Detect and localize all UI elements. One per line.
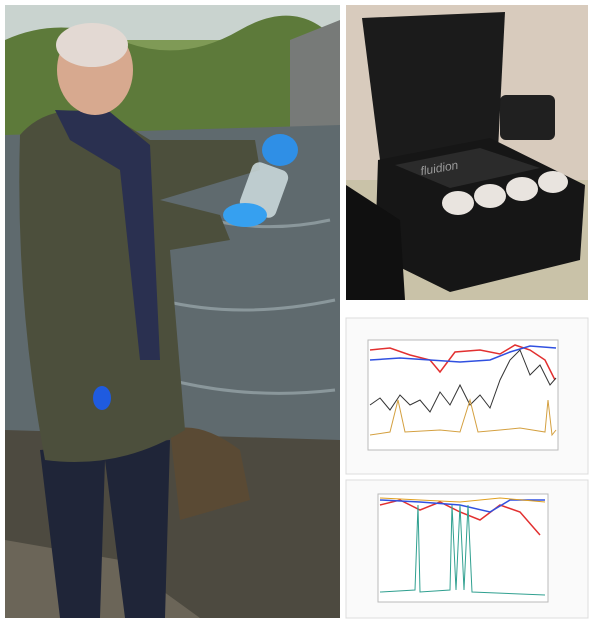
cartridge [506, 177, 538, 201]
case-lid [362, 12, 505, 160]
glove-in-pocket [93, 386, 111, 410]
river-sampling-photo [5, 5, 340, 618]
cartridge [474, 184, 506, 208]
page: fluidion (() => { const data = JSON.pars… [0, 0, 591, 622]
device [500, 95, 555, 140]
chart-screenshot-top [346, 318, 588, 474]
blue-glove-bottom [223, 203, 267, 227]
plot-area [368, 340, 558, 450]
photo-collage: fluidion [0, 0, 591, 622]
cartridge [442, 191, 474, 215]
sampler-case-photo: fluidion [346, 5, 588, 300]
chart-screenshot-bottom [346, 480, 588, 618]
bald-head [56, 23, 128, 67]
blue-glove-top [262, 134, 298, 166]
cartridge [538, 171, 568, 193]
plot-area [378, 494, 548, 602]
